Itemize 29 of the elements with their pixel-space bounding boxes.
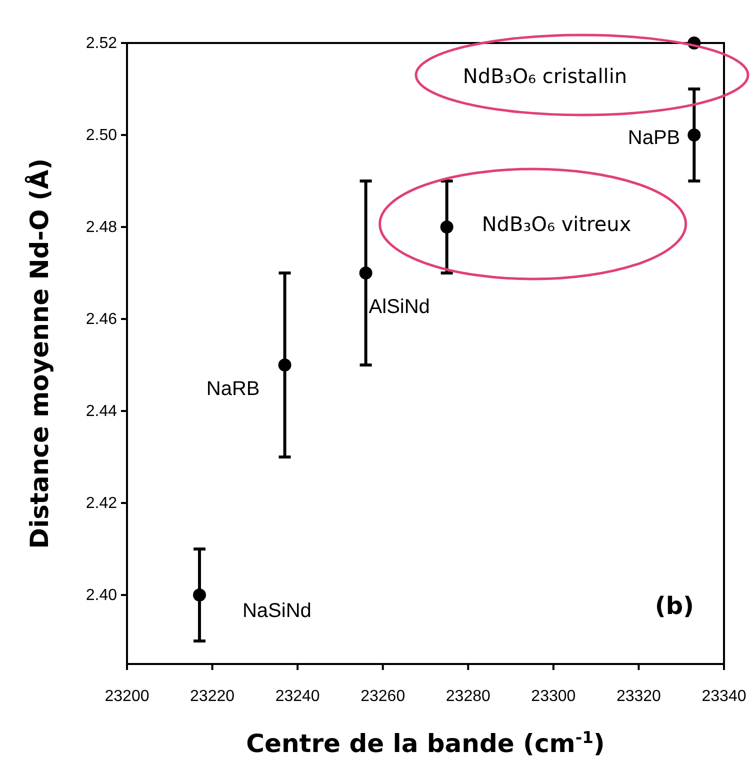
x-tick-label: 23260 <box>360 688 406 705</box>
annotation: NaSiNd <box>242 600 312 622</box>
annotation: NdB₃O₆ cristallin <box>462 64 628 88</box>
point <box>192 588 206 602</box>
x-tick-label: 23320 <box>616 688 662 705</box>
y-tick-label: 2.50 <box>86 127 118 144</box>
y-tick-label: 2.44 <box>86 403 118 420</box>
y-tick-label: 2.48 <box>86 219 118 236</box>
y-axis-title: Distance moyenne Nd-O (Å) <box>24 158 54 549</box>
point <box>359 266 372 280</box>
y-tick-label: 2.52 <box>86 35 118 52</box>
annotation: NaRB <box>206 378 260 400</box>
annotation: NdB₃O₆ vitreux <box>482 212 632 236</box>
annotation: NaPB <box>628 127 680 149</box>
y-tick-label: 2.40 <box>86 587 118 604</box>
x-tick-label: 23220 <box>190 688 235 705</box>
point <box>278 358 292 372</box>
x-tick-label: 23200 <box>104 688 150 705</box>
point <box>688 128 701 142</box>
y-tick-label: 2.42 <box>86 495 118 512</box>
x-tick-label: 23240 <box>275 688 320 705</box>
x-tick-label: 23340 <box>702 688 746 705</box>
annotation: (b) <box>654 592 694 620</box>
x-tick-label: 23300 <box>531 688 576 705</box>
x-axis-title: Centre de la bande (cm$^{-1}$) <box>246 728 605 758</box>
x-tick-label: 23280 <box>446 688 490 705</box>
point <box>440 220 454 234</box>
y-tick-label: 2.46 <box>86 311 118 328</box>
annotation: AlSiNd <box>368 296 430 318</box>
